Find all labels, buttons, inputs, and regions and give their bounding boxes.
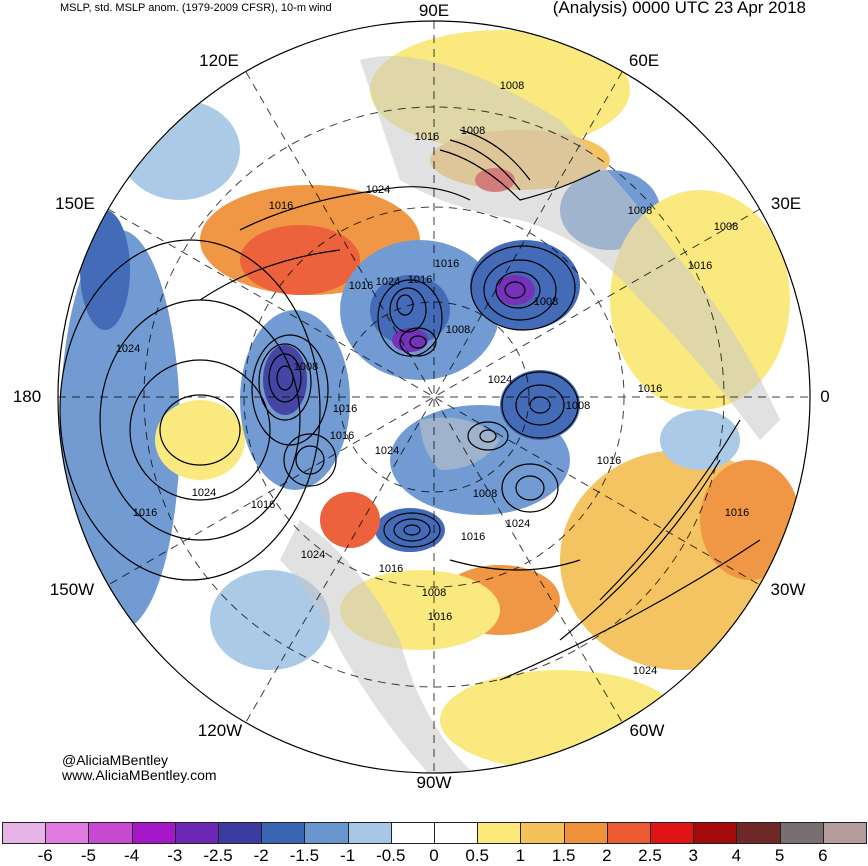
isobar-label: 1008 xyxy=(293,361,319,373)
colorbar-label: -2.5 xyxy=(203,846,233,865)
colorbar-label: -2 xyxy=(253,846,269,865)
colorbar-swatch xyxy=(174,822,219,844)
colorbar-swatch xyxy=(779,822,824,844)
colorbar-label: 0 xyxy=(429,846,439,865)
polar-map xyxy=(57,20,811,774)
lon-label-0: 0 xyxy=(820,387,830,406)
colorbar-swatch xyxy=(477,822,522,844)
isobar-label: 1016 xyxy=(268,200,294,212)
lon-label-120e: 120E xyxy=(199,51,239,70)
isobar-label: 1008 xyxy=(499,80,525,92)
colorbar-label: 1.5 xyxy=(551,846,576,865)
colorbar-label: -0.5 xyxy=(376,846,406,865)
isobar-label: 1024 xyxy=(375,276,401,288)
lon-label-150e: 150E xyxy=(55,194,95,213)
isobar-label: 1008 xyxy=(627,205,653,217)
isobar-label: 1016 xyxy=(414,131,440,143)
credit-site: www.AliciaMBentley.com xyxy=(62,767,217,783)
isobar-label: 1016 xyxy=(687,260,713,272)
isobar-label: 1008 xyxy=(713,221,739,233)
isobar-label: 1024 xyxy=(365,184,391,196)
isobars xyxy=(59,129,761,681)
isobar-label: 1016 xyxy=(427,611,453,623)
lon-label-60w: 60W xyxy=(629,721,665,740)
colorbar-label: -6 xyxy=(37,846,53,865)
isobar-label: 1024 xyxy=(505,518,531,530)
colorbar-swatch xyxy=(131,822,176,844)
isobar-label: 1016 xyxy=(460,531,486,543)
colorbar-swatch xyxy=(563,822,608,844)
lon-label-30w: 30W xyxy=(770,580,806,599)
colorbar-label: 6 xyxy=(818,846,828,865)
header-left-title: MSLP, std. MSLP anom. (1979-2009 CFSR), … xyxy=(60,2,332,14)
isobar-label: 1024 xyxy=(191,487,217,499)
colorbar-swatch xyxy=(88,822,133,844)
lon-label-90e: 90E xyxy=(418,1,450,20)
lon-label-180: 180 xyxy=(12,387,42,406)
isobar-label: 1024 xyxy=(374,445,400,457)
colorbar-swatch xyxy=(693,822,738,844)
isobar-label: 1008 xyxy=(565,400,591,412)
colorbar-swatch xyxy=(347,822,392,844)
isobar-label: 1016 xyxy=(596,455,622,467)
lon-label-90w: 90W xyxy=(416,773,452,792)
isobar-label: 1024 xyxy=(487,374,513,386)
colorbar-swatch xyxy=(45,822,90,844)
land-areas xyxy=(280,56,780,773)
isobar-label: 1024 xyxy=(300,549,326,561)
isobar-label: 1016 xyxy=(348,280,374,292)
colorbar-swatch xyxy=(2,822,47,844)
colorbar-label: 2.5 xyxy=(638,846,662,865)
colorbar-swatch xyxy=(606,822,651,844)
colorbar-label: 0.5 xyxy=(465,846,490,865)
isobar-label: 1008 xyxy=(460,125,486,137)
isobar-label: 1016 xyxy=(329,430,355,442)
colorbar-swatch xyxy=(304,822,349,844)
anomaly-shading xyxy=(60,30,800,770)
colorbar-label: -5 xyxy=(80,846,96,865)
colorbar-swatch xyxy=(736,822,781,844)
colorbar-swatch xyxy=(218,822,263,844)
lon-label-120w: 120W xyxy=(197,721,243,740)
colorbar-label: -1 xyxy=(340,846,356,865)
colorbar-label: 1 xyxy=(515,846,526,865)
lon-label-150w: 150W xyxy=(49,580,95,599)
credit-handle: @AliciaMBentley xyxy=(62,752,169,768)
isobar-label: 1016 xyxy=(724,507,750,519)
colorbar-swatch xyxy=(520,822,565,844)
graticule xyxy=(58,21,810,773)
lon-label-30e: 30E xyxy=(770,194,802,213)
colorbar-swatch xyxy=(390,822,435,844)
colorbar-swatch xyxy=(434,822,479,844)
isobar-label: 1008 xyxy=(533,296,559,308)
isobar-label: 1016 xyxy=(434,258,460,270)
isobar-label: 1008 xyxy=(421,587,447,599)
colorbar-label: -1.5 xyxy=(289,846,320,865)
colorbar-label: 5 xyxy=(774,846,785,865)
colorbar: -6 -5 -4 -3 -2.5 -2 -1.5 -1 -0.5 0 0.5 1 1.5 2 2.5 3 4 5 6 xyxy=(0,822,868,865)
header-right-title: (Analysis) 0000 UTC 23 Apr 2018 xyxy=(552,0,806,17)
isobar-label: 1008 xyxy=(472,488,498,500)
colorbar-label: 4 xyxy=(731,846,742,865)
isobar-label: 1016 xyxy=(407,274,433,286)
colorbar-swatch xyxy=(822,822,867,844)
isobar-label: 1024 xyxy=(632,665,658,677)
lon-label-60e: 60E xyxy=(628,51,660,70)
isobar-label: 1016 xyxy=(332,403,358,415)
colorbar-label: -4 xyxy=(124,846,140,865)
colorbar-label: -3 xyxy=(167,846,183,865)
isobar-label: 1016 xyxy=(132,507,158,519)
isobar-label: 1016 xyxy=(250,499,276,511)
colorbar-label: 2 xyxy=(602,846,612,865)
colorbar-swatch xyxy=(650,822,695,844)
isobar-label: 1016 xyxy=(637,383,663,395)
isobar-label: 1024 xyxy=(115,343,141,355)
isobar-label: 1008 xyxy=(445,324,471,336)
colorbar-swatch xyxy=(261,822,306,844)
colorbar-label: 3 xyxy=(688,846,698,865)
isobar-label: 1016 xyxy=(378,563,404,575)
